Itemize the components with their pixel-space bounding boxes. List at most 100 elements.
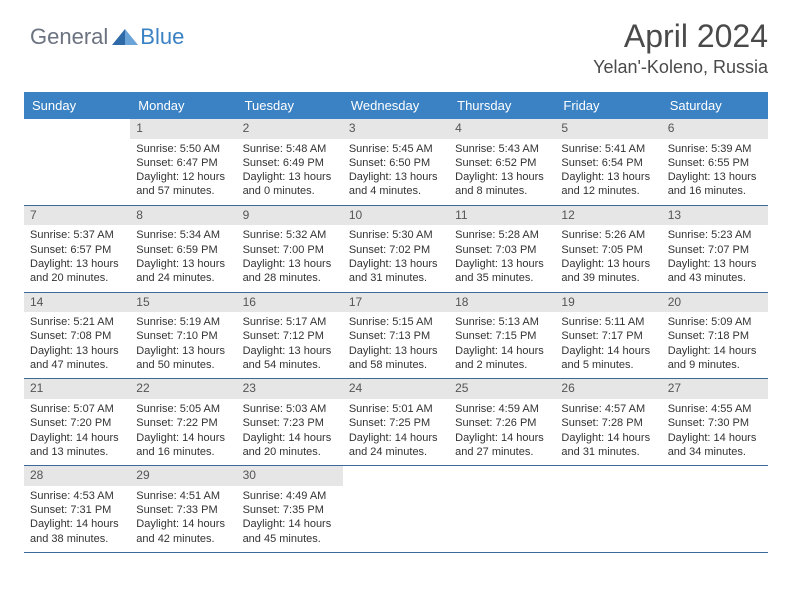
daylight-line-2: and 5 minutes.: [561, 358, 655, 372]
sunrise-line: Sunrise: 5:05 AM: [136, 402, 230, 416]
daylight-line-2: and 57 minutes.: [136, 184, 230, 198]
sunset-line: Sunset: 7:03 PM: [455, 243, 549, 257]
sunset-line: Sunset: 7:23 PM: [243, 416, 337, 430]
logo-text-blue: Blue: [140, 24, 184, 50]
day-number: 11: [449, 206, 555, 226]
daylight-line-2: and 39 minutes.: [561, 271, 655, 285]
calendar-cell: 7Sunrise: 5:37 AMSunset: 6:57 PMDaylight…: [24, 206, 130, 292]
daylight-line-1: Daylight: 14 hours: [668, 431, 762, 445]
daylight-line-2: and 8 minutes.: [455, 184, 549, 198]
calendar-cell: 1Sunrise: 5:50 AMSunset: 6:47 PMDaylight…: [130, 119, 236, 205]
daylight-line-1: Daylight: 14 hours: [455, 344, 549, 358]
calendar-cell: 9Sunrise: 5:32 AMSunset: 7:00 PMDaylight…: [237, 206, 343, 292]
daylight-line-2: and 35 minutes.: [455, 271, 549, 285]
calendar-cell: 17Sunrise: 5:15 AMSunset: 7:13 PMDayligh…: [343, 293, 449, 379]
sunset-line: Sunset: 6:57 PM: [30, 243, 124, 257]
sunset-line: Sunset: 7:35 PM: [243, 503, 337, 517]
calendar-cell: 27Sunrise: 4:55 AMSunset: 7:30 PMDayligh…: [662, 379, 768, 465]
cell-content: Sunrise: 5:43 AMSunset: 6:52 PMDaylight:…: [449, 139, 555, 205]
sunrise-line: Sunrise: 5:19 AM: [136, 315, 230, 329]
calendar-cell: 23 Sunrise: 5:03 AMSunset: 7:23 PMDayligh…: [237, 379, 343, 465]
sunrise-line: Sunrise: 5:03 AM: [243, 402, 337, 416]
day-number: 4: [449, 119, 555, 139]
calendar-row: 14Sunrise: 5:21 AMSunset: 7:08 PMDayligh…: [24, 293, 768, 380]
day-number: 14: [24, 293, 130, 313]
sunset-line: Sunset: 6:52 PM: [455, 156, 549, 170]
daylight-line-1: Daylight: 14 hours: [561, 344, 655, 358]
sunrise-line: Sunrise: 5:45 AM: [349, 142, 443, 156]
calendar-cell: 28Sunrise: 4:53 AMSunset: 7:31 PMDayligh…: [24, 466, 130, 552]
cell-content: Sunrise: 5:07 AMSunset: 7:20 PMDaylight:…: [24, 399, 130, 465]
daylight-line-2: and 16 minutes.: [136, 445, 230, 459]
weekday-header: Saturday: [662, 92, 768, 119]
sunset-line: Sunset: 7:22 PM: [136, 416, 230, 430]
sunset-line: Sunset: 6:47 PM: [136, 156, 230, 170]
day-number: 3: [343, 119, 449, 139]
sunset-line: Sunset: 7:33 PM: [136, 503, 230, 517]
sunrise-line: Sunrise: 5:39 AM: [668, 142, 762, 156]
sunrise-line: Sunrise: 4:51 AM: [136, 489, 230, 503]
sunset-line: Sunset: 7:02 PM: [349, 243, 443, 257]
cell-content: Sunrise: 5:09 AMSunset: 7:18 PMDaylight:…: [662, 312, 768, 378]
calendar-cell: 8Sunrise: 5:34 AMSunset: 6:59 PMDaylight…: [130, 206, 236, 292]
sunset-line: Sunset: 7:12 PM: [243, 329, 337, 343]
day-number: 24: [343, 379, 449, 399]
daylight-line-1: Daylight: 14 hours: [349, 431, 443, 445]
sunset-line: Sunset: 7:08 PM: [30, 329, 124, 343]
daylight-line-1: Daylight: 13 hours: [30, 257, 124, 271]
sunrise-line: Sunrise: 4:57 AM: [561, 402, 655, 416]
sunrise-line: Sunrise: 5:32 AM: [243, 228, 337, 242]
day-number: 30: [237, 466, 343, 486]
daylight-line-1: Daylight: 14 hours: [243, 431, 337, 445]
sunset-line: Sunset: 6:49 PM: [243, 156, 337, 170]
daylight-line-1: Daylight: 12 hours: [136, 170, 230, 184]
day-number: 21: [24, 379, 130, 399]
cell-content: Sunrise: 5:01 AMSunset: 7:25 PMDaylight:…: [343, 399, 449, 465]
daylight-line-1: Daylight: 13 hours: [455, 257, 549, 271]
daylight-line-2: and 16 minutes.: [668, 184, 762, 198]
daylight-line-1: Daylight: 13 hours: [561, 170, 655, 184]
daylight-line-1: Daylight: 13 hours: [349, 344, 443, 358]
day-number: 23: [237, 379, 343, 399]
sunrise-line: Sunrise: 5:26 AM: [561, 228, 655, 242]
calendar-cell: 16Sunrise: 5:17 AMSunset: 7:12 PMDayligh…: [237, 293, 343, 379]
day-number: 2: [237, 119, 343, 139]
calendar-row: 28Sunrise: 4:53 AMSunset: 7:31 PMDayligh…: [24, 466, 768, 553]
day-number: 27: [662, 379, 768, 399]
daylight-line-2: and 58 minutes.: [349, 358, 443, 372]
daylight-line-1: Daylight: 13 hours: [349, 257, 443, 271]
cell-content: Sunrise: 5:34 AMSunset: 6:59 PMDaylight:…: [130, 225, 236, 291]
daylight-line-1: Daylight: 14 hours: [136, 431, 230, 445]
sunset-line: Sunset: 7:10 PM: [136, 329, 230, 343]
calendar-cell: [449, 466, 555, 552]
calendar-cell: 26Sunrise: 4:57 AMSunset: 7:28 PMDayligh…: [555, 379, 661, 465]
daylight-line-2: and 31 minutes.: [561, 445, 655, 459]
calendar-cell: 13Sunrise: 5:23 AMSunset: 7:07 PMDayligh…: [662, 206, 768, 292]
calendar-cell: 11Sunrise: 5:28 AMSunset: 7:03 PMDayligh…: [449, 206, 555, 292]
sunset-line: Sunset: 7:28 PM: [561, 416, 655, 430]
day-number: 1: [130, 119, 236, 139]
sunset-line: Sunset: 7:25 PM: [349, 416, 443, 430]
daylight-line-1: Daylight: 13 hours: [136, 344, 230, 358]
calendar: Sunday Monday Tuesday Wednesday Thursday…: [24, 92, 768, 553]
daylight-line-1: Daylight: 14 hours: [668, 344, 762, 358]
daylight-line-1: Daylight: 14 hours: [561, 431, 655, 445]
daylight-line-2: and 24 minutes.: [349, 445, 443, 459]
sunrise-line: Sunrise: 5:07 AM: [30, 402, 124, 416]
calendar-page: General Blue April 2024 Yelan'-Koleno, R…: [0, 0, 792, 553]
sunrise-line: Sunrise: 5:37 AM: [30, 228, 124, 242]
sunset-line: Sunset: 6:50 PM: [349, 156, 443, 170]
daylight-line-2: and 12 minutes.: [561, 184, 655, 198]
calendar-cell: 10Sunrise: 5:30 AMSunset: 7:02 PMDayligh…: [343, 206, 449, 292]
cell-content: Sunrise: 5:48 AMSunset: 6:49 PMDaylight:…: [237, 139, 343, 205]
calendar-cell: 20Sunrise: 5:09 AMSunset: 7:18 PMDayligh…: [662, 293, 768, 379]
sunset-line: Sunset: 6:55 PM: [668, 156, 762, 170]
sunrise-line: Sunrise: 4:59 AM: [455, 402, 549, 416]
calendar-cell: 2Sunrise: 5:48 AMSunset: 6:49 PMDaylight…: [237, 119, 343, 205]
day-number: 15: [130, 293, 236, 313]
sunrise-line: Sunrise: 5:11 AM: [561, 315, 655, 329]
cell-content: Sunrise: 5:11 AMSunset: 7:17 PMDaylight:…: [555, 312, 661, 378]
daylight-line-1: Daylight: 14 hours: [455, 431, 549, 445]
daylight-line-1: Daylight: 13 hours: [349, 170, 443, 184]
daylight-line-1: Daylight: 13 hours: [561, 257, 655, 271]
